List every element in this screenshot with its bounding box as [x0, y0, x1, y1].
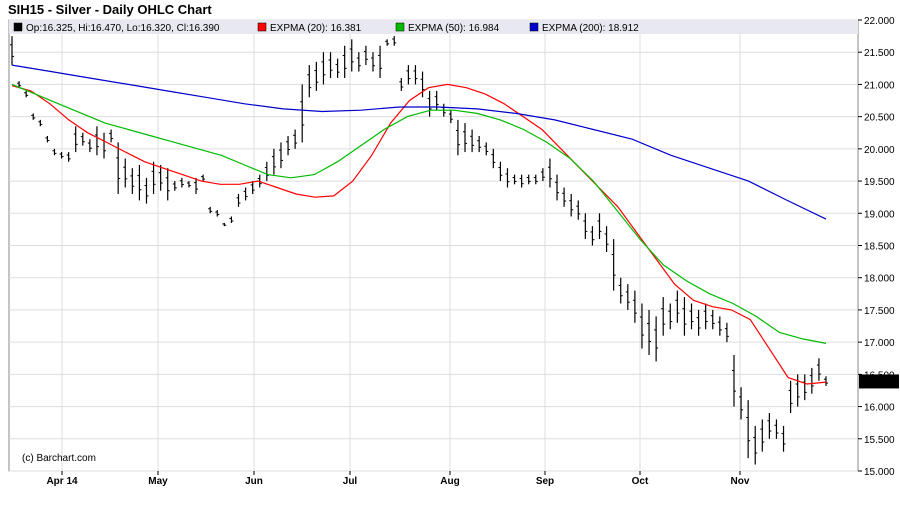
- y-tick-label: 17.500: [864, 306, 895, 317]
- y-tick-label: 16.000: [864, 403, 895, 414]
- y-tick-label: 15.000: [864, 467, 895, 478]
- x-tick-label: May: [148, 476, 168, 487]
- x-tick-label: Oct: [632, 476, 649, 487]
- x-tick-label: Aug: [440, 476, 459, 487]
- y-tick-label: 17.000: [864, 338, 895, 349]
- x-tick-label: Nov: [731, 476, 750, 487]
- legend-swatch: [395, 22, 405, 32]
- y-tick-label: 21.500: [864, 48, 895, 59]
- y-tick-label: 20.500: [864, 113, 895, 124]
- x-tick-label: Sep: [536, 476, 554, 487]
- legend-entry: EXPMA (50): 16.984: [408, 23, 500, 34]
- x-tick-label: Jun: [245, 476, 263, 487]
- legend-entry: Op:16.325, Hi:16.470, Lo:16.320, Cl:16.3…: [26, 23, 220, 34]
- y-tick-label: 15.500: [864, 435, 895, 446]
- y-tick-label: 19.000: [864, 209, 895, 220]
- legend-swatch: [529, 22, 539, 32]
- series-line-expma-20-: [11, 83, 827, 385]
- x-tick-label: Apr 14: [46, 476, 78, 487]
- price-badge-label: 16.390: [862, 377, 893, 388]
- legend-entry: EXPMA (200): 18.912: [542, 23, 639, 34]
- legend-swatch: [13, 22, 23, 32]
- y-tick-label: 18.500: [864, 242, 895, 253]
- price-badge: [859, 374, 899, 389]
- y-tick-label: 20.000: [864, 145, 895, 156]
- y-tick-label: 21.000: [864, 80, 895, 91]
- legend-band: [9, 20, 858, 34]
- y-tick-label: 22.000: [864, 16, 895, 27]
- legend-swatch: [257, 22, 267, 32]
- series-line-expma-200-: [11, 64, 827, 220]
- chart-title: SIH15 - Silver - Daily OHLC Chart: [8, 2, 212, 17]
- series-line-expma-50-: [11, 83, 827, 344]
- legend-entry: EXPMA (20): 16.381: [270, 23, 362, 34]
- y-tick-label: 19.500: [864, 177, 895, 188]
- credit-label: (c) Barchart.com: [22, 453, 96, 464]
- y-tick-label: 18.000: [864, 274, 895, 285]
- x-tick-label: Jul: [343, 476, 358, 487]
